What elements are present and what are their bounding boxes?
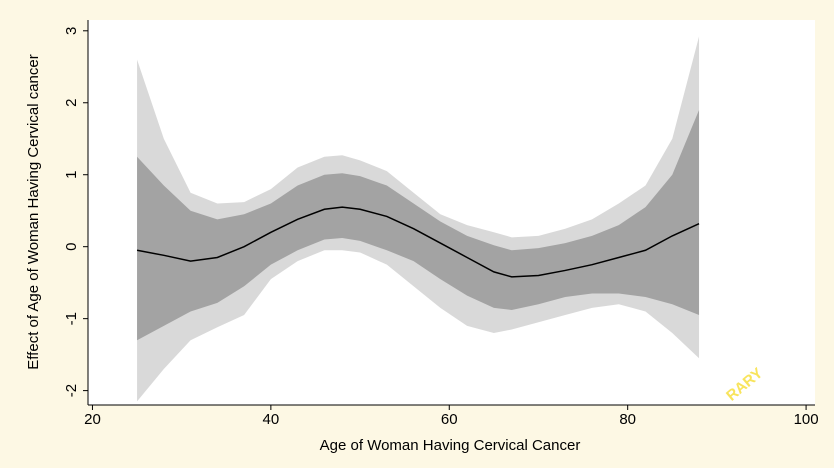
x-tick-label: 40	[263, 411, 280, 428]
x-tick-label: 20	[84, 411, 101, 428]
y-tick-label: 2	[63, 99, 80, 107]
x-tick-label: 60	[441, 411, 458, 428]
x-tick-label: 100	[794, 411, 819, 428]
y-tick-label: -1	[63, 312, 80, 325]
x-tick-label: 80	[619, 411, 636, 428]
fit-line	[136, 206, 700, 278]
y-tick-label: -2	[63, 384, 80, 397]
confidence-band	[137, 109, 700, 341]
x-axis-title: Age of Woman Having Cervical Cancer	[320, 437, 581, 454]
y-tick-label: 0	[63, 243, 80, 251]
y-tick-label: 1	[63, 171, 80, 179]
y-axis-title: Effect of Age of Woman Having Cervical c…	[25, 54, 42, 369]
y-tick-label: 3	[63, 27, 80, 35]
